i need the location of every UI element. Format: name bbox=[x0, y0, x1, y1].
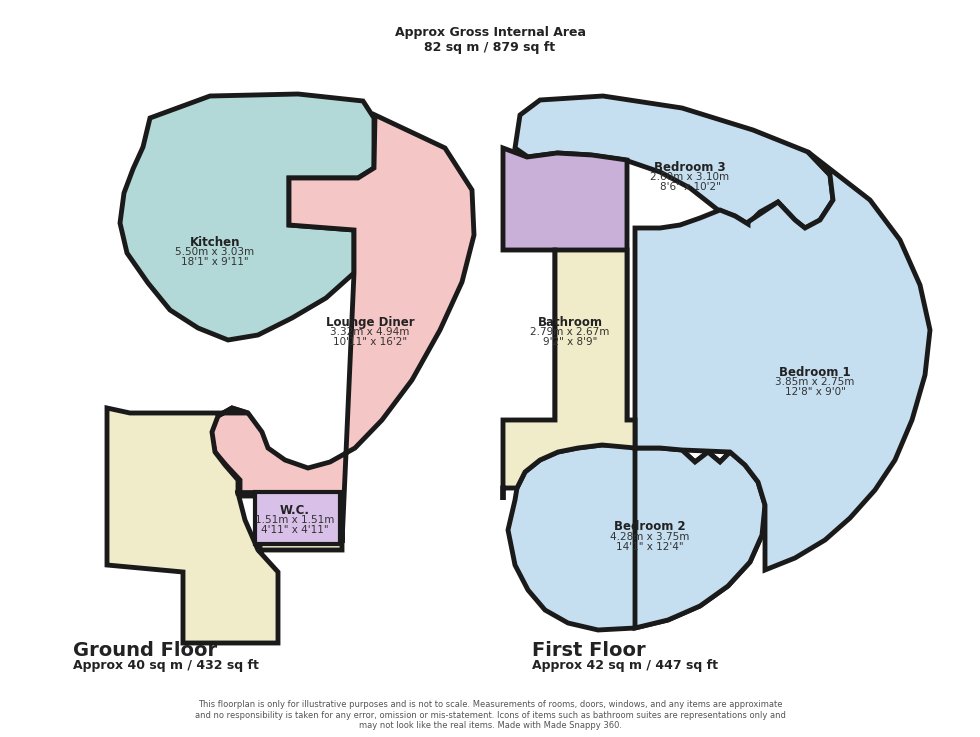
Text: This floorplan is only for illustrative purposes and is not to scale. Measuremen: This floorplan is only for illustrative … bbox=[195, 700, 785, 730]
Text: 9'2" x 8'9": 9'2" x 8'9" bbox=[543, 337, 597, 347]
Polygon shape bbox=[255, 492, 340, 544]
Text: Bedroom 1: Bedroom 1 bbox=[779, 366, 851, 379]
Text: 4'11" x 4'11": 4'11" x 4'11" bbox=[262, 525, 329, 535]
Text: 2.79m x 2.67m: 2.79m x 2.67m bbox=[530, 327, 610, 337]
Text: 2.60m x 3.10m: 2.60m x 3.10m bbox=[651, 172, 729, 182]
Polygon shape bbox=[503, 148, 627, 420]
Text: 12'8" x 9'0": 12'8" x 9'0" bbox=[785, 387, 846, 397]
Polygon shape bbox=[635, 152, 930, 570]
Text: 5.50m x 3.03m: 5.50m x 3.03m bbox=[175, 247, 255, 257]
Polygon shape bbox=[210, 115, 474, 543]
Text: Approx Gross Internal Area
82 sq m / 879 sq ft: Approx Gross Internal Area 82 sq m / 879… bbox=[395, 26, 585, 54]
Polygon shape bbox=[503, 250, 635, 500]
Text: First Floor: First Floor bbox=[532, 640, 646, 660]
Text: 4.28m x 3.75m: 4.28m x 3.75m bbox=[611, 532, 690, 542]
Polygon shape bbox=[120, 94, 374, 340]
Text: 3.85m x 2.75m: 3.85m x 2.75m bbox=[775, 377, 855, 387]
Text: Bedroom 3: Bedroom 3 bbox=[655, 161, 726, 173]
Polygon shape bbox=[635, 448, 765, 628]
Polygon shape bbox=[515, 96, 833, 228]
Text: Bathroom: Bathroom bbox=[537, 315, 603, 329]
Polygon shape bbox=[508, 445, 765, 630]
Text: 1.51m x 1.51m: 1.51m x 1.51m bbox=[256, 515, 335, 525]
Text: 18'1" x 9'11": 18'1" x 9'11" bbox=[181, 257, 249, 267]
Text: Bedroom 2: Bedroom 2 bbox=[614, 520, 686, 534]
Text: 8'6" x 10'2": 8'6" x 10'2" bbox=[660, 182, 720, 192]
Text: Approx 40 sq m / 432 sq ft: Approx 40 sq m / 432 sq ft bbox=[73, 658, 259, 671]
Text: Kitchen: Kitchen bbox=[190, 236, 240, 248]
Text: Lounge Diner: Lounge Diner bbox=[325, 315, 415, 329]
Text: 3.32m x 4.94m: 3.32m x 4.94m bbox=[330, 327, 410, 337]
Text: 14'1" x 12'4": 14'1" x 12'4" bbox=[616, 542, 684, 552]
Text: 10'11" x 16'2": 10'11" x 16'2" bbox=[333, 337, 407, 347]
Text: Ground Floor: Ground Floor bbox=[73, 640, 218, 660]
Text: W.C.: W.C. bbox=[280, 503, 310, 517]
Polygon shape bbox=[107, 408, 342, 643]
Text: Approx 42 sq m / 447 sq ft: Approx 42 sq m / 447 sq ft bbox=[532, 658, 718, 671]
